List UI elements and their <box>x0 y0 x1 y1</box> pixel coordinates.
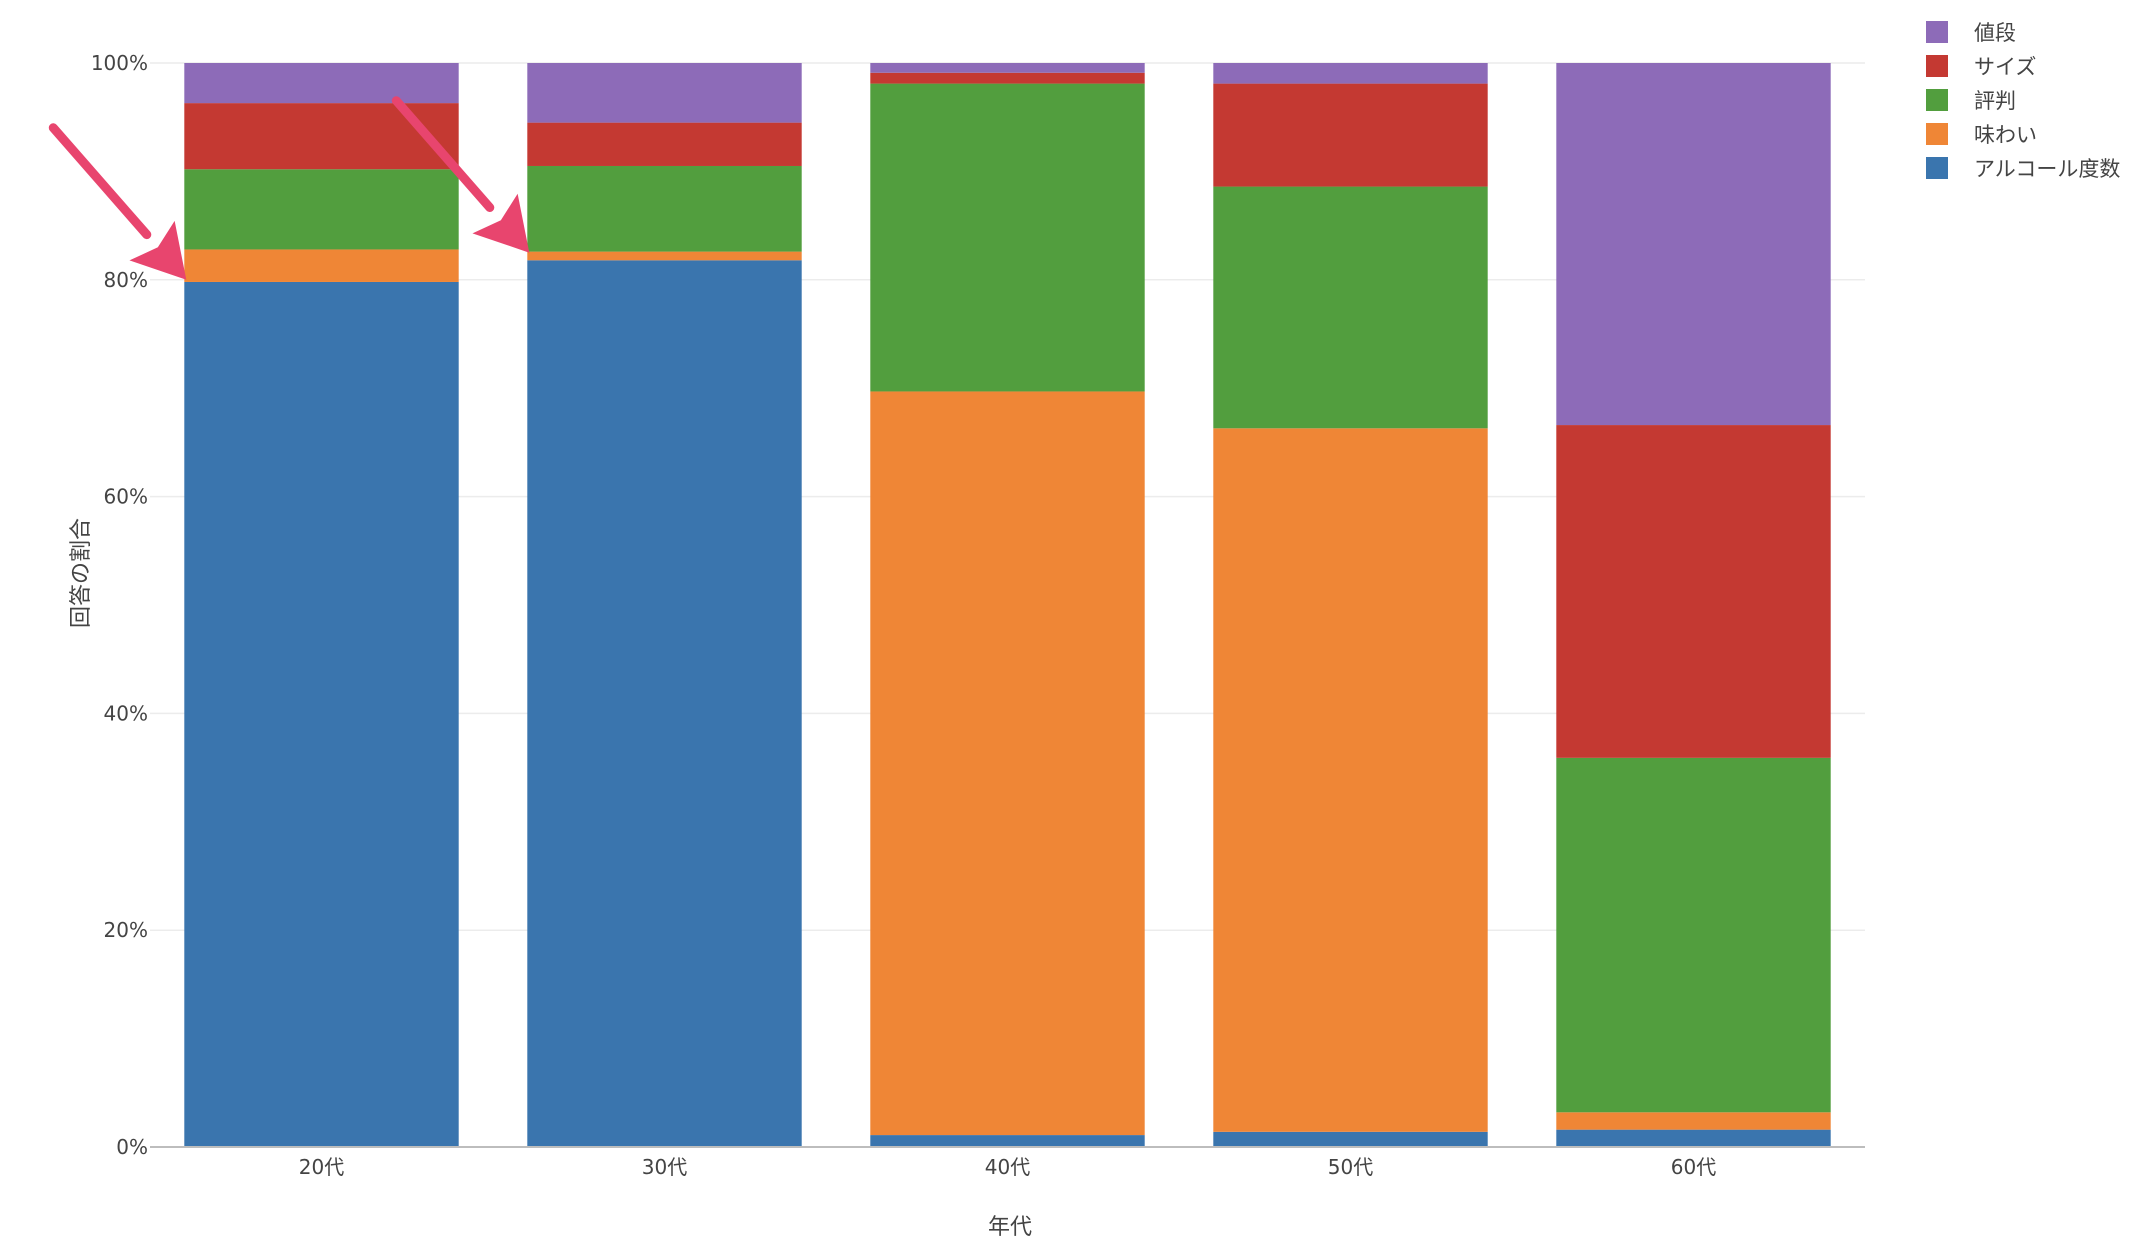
bar-segment <box>527 63 802 123</box>
bar-segment <box>870 63 1145 73</box>
bar-segment <box>1213 186 1488 429</box>
bar-segment <box>184 103 459 170</box>
bar-segment <box>1213 63 1488 84</box>
legend-item[interactable]: 評判 <box>1926 89 2016 113</box>
x-tick-label: 60代 <box>1671 1155 1716 1179</box>
bar-segment <box>1556 1112 1831 1130</box>
bar-stacks <box>184 63 1831 1148</box>
arrow-shaft <box>48 123 152 240</box>
bar-segment <box>1556 63 1831 426</box>
bar-segment <box>870 1135 1145 1147</box>
legend-item[interactable]: サイズ <box>1926 55 2036 79</box>
bar-segment <box>870 83 1145 392</box>
y-tick-label: 20% <box>104 918 148 942</box>
legend-swatch <box>1926 89 1948 111</box>
y-tick-label: 100% <box>91 51 148 75</box>
bar-segment <box>870 72 1145 84</box>
bar-segment <box>1556 757 1831 1113</box>
legend-swatch <box>1926 157 1948 179</box>
bar-stack <box>184 63 459 1147</box>
y-tick-label: 80% <box>104 268 148 292</box>
bar-segment <box>184 281 459 1147</box>
bar-segment <box>870 391 1145 1136</box>
legend-label: 味わい <box>1974 123 2037 147</box>
annotation-arrows <box>48 96 530 280</box>
bar-segment <box>184 249 459 282</box>
annotation-arrow <box>391 96 530 253</box>
bar-segment <box>184 63 459 104</box>
bar-segment <box>527 251 802 261</box>
y-axis-title: 回答の割合 <box>69 518 94 628</box>
legend-label: サイズ <box>1974 55 2036 79</box>
bar-segment <box>527 122 802 166</box>
legend-item[interactable]: 味わい <box>1926 123 2037 147</box>
legend-item[interactable]: 値段 <box>1926 21 2016 45</box>
x-tick-label: 30代 <box>642 1155 687 1179</box>
bar-stack <box>1213 63 1488 1147</box>
bar-segment <box>1213 1131 1488 1147</box>
legend-item[interactable]: アルコール度数 <box>1926 157 2120 181</box>
bar-segment <box>527 165 802 252</box>
bar-segment <box>1556 425 1831 758</box>
bar-segment <box>1556 1129 1831 1147</box>
legend-swatch <box>1926 21 1948 43</box>
bar-segment <box>527 260 802 1148</box>
bar-segment <box>184 169 459 250</box>
bar-stack <box>1556 63 1831 1147</box>
x-tick-label: 50代 <box>1328 1155 1373 1179</box>
bar-segment <box>1213 428 1488 1132</box>
x-axis-title: 年代 <box>988 1215 1032 1240</box>
x-axis-ticks: 20代 30代 40代 50代 60代 <box>299 1155 1716 1179</box>
legend-label: アルコール度数 <box>1974 157 2120 181</box>
annotation-arrow <box>48 123 187 280</box>
arrow-head <box>472 193 530 253</box>
arrow-shaft <box>391 96 495 213</box>
x-tick-label: 40代 <box>985 1155 1030 1179</box>
bar-segment <box>1213 83 1488 187</box>
bar-stack <box>527 63 802 1148</box>
y-axis-ticks: 0% 20% 40% 60% 80% 100% <box>91 51 148 1159</box>
legend-label: 値段 <box>1974 21 2016 45</box>
arrow-head <box>129 220 187 280</box>
y-tick-label: 60% <box>104 485 148 509</box>
legend-swatch <box>1926 55 1948 77</box>
y-tick-label: 40% <box>104 701 148 725</box>
legend-label: 評判 <box>1974 89 2016 113</box>
y-tick-label: 0% <box>116 1135 148 1159</box>
bar-stack <box>870 63 1145 1147</box>
x-tick-label: 20代 <box>299 1155 344 1179</box>
legend-swatch <box>1926 123 1948 145</box>
